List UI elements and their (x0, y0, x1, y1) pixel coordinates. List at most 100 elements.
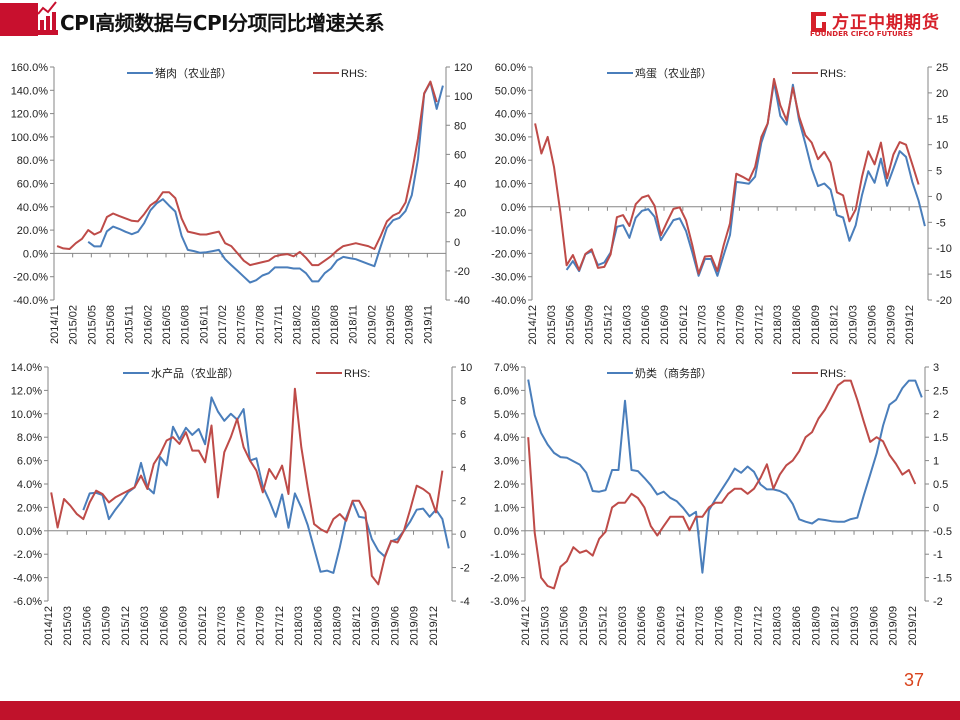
x-axis-tick-label: 2014/12 (520, 606, 532, 646)
legend-label: 猪肉（农业部） (155, 66, 232, 80)
left-axis-tick-label: 4.0% (17, 479, 42, 491)
left-axis-tick-label: 100.0% (11, 132, 49, 144)
right-axis-tick-label: 2 (933, 409, 939, 421)
page-number: 37 (904, 670, 925, 690)
left-axis-tick-label: 0.0% (23, 248, 48, 260)
left-axis-tick-label: 2.0% (17, 502, 42, 514)
left-axis-tick-label: 4.0% (494, 432, 519, 444)
left-axis-tick-label: 12.0% (11, 385, 42, 397)
series-line-rhs (527, 379, 917, 590)
growth-chart-icon (38, 1, 58, 35)
left-axis-tick-label: 160.0% (11, 62, 49, 74)
left-axis-tick-label: -1.0% (490, 549, 519, 561)
legend-label: 水产品（农业部） (151, 366, 239, 380)
chart-4: -3.0% -2.0% -1.0% 0.0% 1.0% 2.0% 3.0% 4.0% 5.0% 6… (490, 362, 952, 646)
legend-label: RHS: (820, 68, 846, 80)
x-axis-tick-label: 2018/06 (791, 606, 803, 646)
left-axis-tick-label: 7.0% (494, 362, 519, 374)
right-axis-tick-label: -4 (460, 596, 470, 608)
x-axis-tick-label: 2019/08 (404, 305, 416, 345)
x-axis-tick-label: 2017/12 (752, 606, 764, 646)
left-axis-tick-label: 14.0% (11, 362, 42, 374)
x-axis-tick-label: 2019/12 (904, 305, 916, 345)
x-axis-tick-label: 2017/03 (216, 606, 228, 646)
left-axis-tick-label: 8.0% (17, 432, 42, 444)
x-axis-tick-label: 2015/02 (68, 305, 80, 345)
x-axis-tick-label: 2015/09 (101, 606, 113, 646)
company-logo: 方正中期期货 FOUNDER CIFCO FUTURES (808, 8, 948, 38)
x-axis-tick-label: 2018/12 (830, 606, 842, 646)
x-axis-tick-label: 2017/06 (235, 606, 247, 646)
chart-2: -40.0% -30.0% -20.0% -10.0% 0.0% 10.0% 20.0% 30… (491, 62, 952, 345)
x-axis-tick-label: 2019/12 (428, 606, 440, 646)
series-line-left (527, 379, 923, 574)
x-axis-tick-label: 2015/08 (105, 305, 117, 345)
right-axis-tick-label: -20 (936, 295, 952, 307)
x-axis-tick-label: 2019/12 (907, 606, 919, 646)
left-axis-tick-label: 40.0% (17, 202, 48, 214)
x-axis-tick-label: 2015/06 (559, 606, 571, 646)
right-axis-tick-label: -20 (454, 266, 470, 278)
left-axis-tick-label: 10.0% (11, 409, 42, 421)
x-axis-tick-label: 2014/12 (527, 305, 539, 345)
x-axis-tick-label: 2015/03 (539, 606, 551, 646)
left-axis-tick-label: 0.0% (17, 526, 42, 538)
left-axis-tick-label: -2.0% (13, 549, 42, 561)
x-axis-tick-label: 2019/09 (409, 606, 421, 646)
x-axis-tick-label: 2018/12 (351, 606, 363, 646)
x-axis-tick-label: 2019/09 (885, 305, 897, 345)
x-axis-tick-label: 2018/05 (310, 305, 322, 345)
legend-label: RHS: (344, 368, 370, 380)
x-axis-tick-label: 2017/02 (217, 305, 229, 345)
right-axis-tick-label: 40 (454, 179, 466, 191)
x-axis-tick-label: 2018/02 (292, 305, 304, 345)
x-axis-tick-label: 2016/06 (640, 305, 652, 345)
page-title: CPI高频数据与CPI分项同比增速关系 (60, 11, 385, 35)
left-axis-tick-label: 80.0% (17, 155, 48, 167)
right-axis-tick-label: -1 (933, 549, 943, 561)
right-axis-tick-label: 2.5 (933, 385, 948, 397)
left-axis-tick-label: -10.0% (491, 225, 526, 237)
right-axis-tick-label: 10 (936, 140, 948, 152)
x-axis-tick-label: 2019/03 (848, 305, 860, 345)
x-axis-tick-label: 2018/03 (772, 606, 784, 646)
right-axis-tick-label: 8 (460, 395, 466, 407)
left-axis-tick-label: 3.0% (494, 456, 519, 468)
left-axis-tick-label: -4.0% (13, 573, 42, 585)
x-axis-tick-label: 2016/09 (178, 606, 190, 646)
left-axis-tick-label: 6.0% (17, 456, 42, 468)
x-axis-tick-label: 2015/12 (602, 305, 614, 345)
right-axis-tick-label: -2 (933, 596, 943, 608)
x-axis-tick-label: 2017/12 (753, 305, 765, 345)
right-axis-tick-label: 0 (936, 191, 942, 203)
right-axis-tick-label: -40 (454, 295, 470, 307)
right-axis-tick-label: 1.5 (933, 432, 948, 444)
right-axis-tick-label: 0 (933, 502, 939, 514)
x-axis-tick-label: 2019/11 (422, 305, 434, 344)
x-axis-tick-label: 2016/02 (142, 305, 154, 345)
x-axis-tick-label: 2019/02 (366, 305, 378, 345)
left-axis-tick-label: -40.0% (491, 295, 526, 307)
x-axis-tick-label: 2018/12 (829, 305, 841, 345)
x-axis-tick-label: 2018/11 (348, 305, 360, 344)
x-axis-tick-label: 2019/06 (866, 305, 878, 345)
right-axis-tick-label: 0.5 (933, 479, 948, 491)
right-axis-tick-label: 6 (460, 429, 466, 441)
x-axis-tick-label: 2017/11 (273, 305, 285, 344)
x-axis-tick-label: 2019/09 (888, 606, 900, 646)
x-axis-tick-label: 2018/03 (293, 606, 305, 646)
x-axis-tick-label: 2016/08 (180, 305, 192, 345)
left-axis-tick-label: 40.0% (495, 109, 526, 121)
left-axis-tick-label: 50.0% (495, 85, 526, 97)
x-axis-tick-label: 2016/09 (655, 606, 667, 646)
legend-label: 鸡蛋（农业部） (635, 66, 712, 80)
left-axis-tick-label: -3.0% (490, 596, 519, 608)
left-axis-tick-label: 20.0% (17, 225, 48, 237)
right-axis-tick-label: 20 (454, 208, 466, 220)
x-axis-tick-label: 2017/03 (694, 606, 706, 646)
left-axis-tick-label: 60.0% (495, 62, 526, 74)
x-axis-tick-label: 2016/09 (659, 305, 671, 345)
x-axis-tick-label: 2015/09 (578, 606, 590, 646)
right-axis-tick-label: -2 (460, 563, 470, 575)
